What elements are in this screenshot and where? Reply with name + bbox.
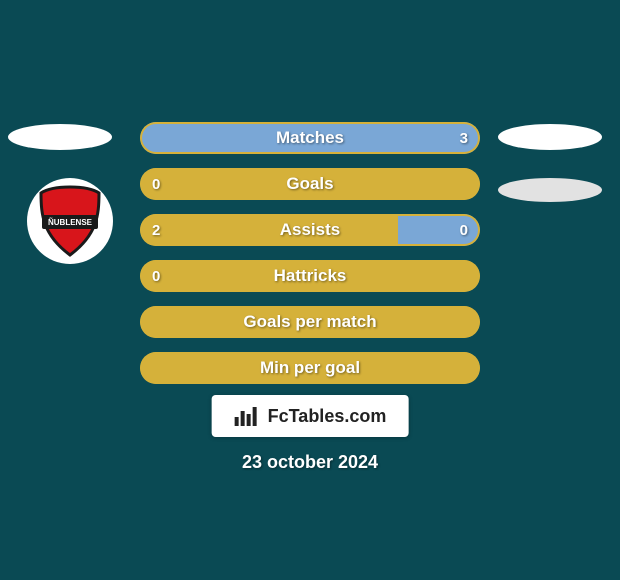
stat-value-left: 0	[152, 168, 160, 200]
left-club-badge: ÑUBLENSE	[27, 178, 113, 264]
club-badge-text: ÑUBLENSE	[48, 218, 93, 227]
stat-label: Hattricks	[140, 260, 480, 292]
stat-row: Goals0	[140, 168, 480, 200]
watermark: FcTables.com	[212, 395, 409, 437]
stat-label: Goals per match	[140, 306, 480, 338]
stat-row: Goals per match	[140, 306, 480, 338]
right-club-placeholder	[498, 178, 602, 202]
stat-label: Goals	[140, 168, 480, 200]
date-label: 23 october 2024	[0, 452, 620, 473]
stat-row: Hattricks0	[140, 260, 480, 292]
stat-row: Min per goal	[140, 352, 480, 384]
shield-icon: ÑUBLENSE	[37, 185, 103, 257]
stat-label: Matches	[140, 122, 480, 154]
bar-chart-icon	[234, 405, 260, 427]
stat-value-left: 0	[152, 260, 160, 292]
stat-value-left: 2	[152, 214, 160, 246]
stats-panel: Matches3Goals0Assists20Hattricks0Goals p…	[140, 122, 480, 398]
stat-label: Assists	[140, 214, 480, 246]
stat-row: Assists2 0	[140, 214, 480, 246]
right-player-placeholder	[498, 124, 602, 150]
watermark-text: FcTables.com	[268, 406, 387, 427]
stat-label: Min per goal	[140, 352, 480, 384]
left-player-placeholder	[8, 124, 112, 150]
stat-value-right: 0	[460, 214, 468, 246]
stat-row: Matches3	[140, 122, 480, 154]
stat-value-right: 3	[460, 122, 468, 154]
